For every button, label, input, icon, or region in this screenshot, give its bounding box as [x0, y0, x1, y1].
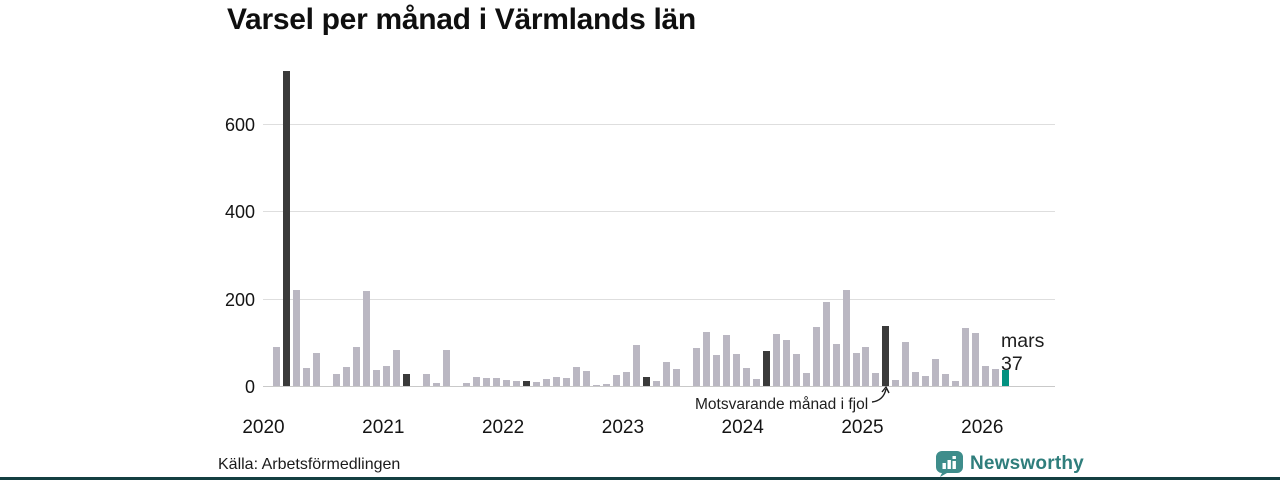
bar-2023-06 — [672, 368, 680, 386]
bar-2025-03 — [882, 325, 890, 386]
x-axis-line — [263, 386, 1055, 387]
bar-2021-09 — [463, 382, 471, 386]
bar-2020-09 — [343, 366, 351, 386]
bar-2025-04 — [892, 379, 900, 386]
bar-2021-02 — [393, 350, 401, 386]
bar-2022-10 — [592, 385, 600, 386]
x-tick-2020: 2020 — [242, 417, 285, 438]
bar-2025-06 — [912, 372, 920, 386]
x-tick-2025: 2025 — [841, 417, 884, 438]
plot-area — [263, 70, 1055, 387]
bar-2021-03 — [403, 373, 411, 386]
bar-2021-01 — [383, 365, 391, 386]
bar-2021-11 — [483, 378, 491, 386]
x-tick-2026: 2026 — [961, 417, 1004, 438]
y-tick-400: 400 — [224, 202, 255, 222]
bar-2022-06 — [553, 376, 561, 386]
x-tick-2022: 2022 — [481, 417, 525, 438]
bar-2025-01 — [862, 347, 870, 386]
bar-2022-02 — [513, 380, 521, 386]
bar-2020-10 — [353, 347, 361, 386]
bar-2023-09 — [702, 332, 710, 386]
bar-2024-04 — [772, 334, 780, 386]
bar-2024-05 — [782, 340, 790, 386]
bar-2022-12 — [612, 375, 620, 386]
bar-2025-09 — [942, 374, 950, 386]
bar-2023-04 — [652, 380, 660, 386]
x-tick-2024: 2024 — [721, 417, 764, 438]
x-tick-2021: 2021 — [362, 417, 405, 438]
bar-2020-04 — [293, 289, 301, 386]
bar-2024-01 — [742, 367, 750, 386]
latest-value-label: mars 37 — [1001, 330, 1044, 376]
bar-2025-08 — [932, 359, 940, 386]
bar-2020-05 — [303, 367, 311, 386]
bar-2022-07 — [562, 378, 570, 386]
gridline-400 — [263, 211, 1055, 212]
y-tick-600: 600 — [224, 114, 255, 135]
annotation-text: Motsvarande månad i fjol — [695, 396, 869, 413]
bar-2026-03 — [1002, 369, 1010, 386]
latest-month: mars — [1001, 330, 1045, 352]
bar-2022-11 — [602, 384, 610, 386]
bar-2021-07 — [443, 350, 451, 386]
bar-2020-11 — [363, 291, 371, 386]
latest-value: 37 — [1001, 353, 1023, 375]
bar-2024-07 — [802, 372, 810, 386]
bar-2022-05 — [543, 379, 551, 386]
y-tick-200: 200 — [224, 289, 255, 310]
bar-2026-02 — [992, 368, 1000, 386]
annotation-arrow-icon — [871, 385, 890, 403]
bar-2024-06 — [792, 354, 800, 386]
bar-2023-10 — [712, 355, 720, 386]
bar-2025-10 — [952, 380, 960, 386]
bar-2022-08 — [572, 366, 580, 386]
source-note: Källa: Arbetsförmedlingen — [218, 456, 401, 473]
y-tick-0: 0 — [244, 377, 255, 397]
bar-2022-09 — [582, 370, 590, 386]
bar-2020-06 — [313, 353, 321, 386]
newsworthy-logo: Newsworthy — [936, 451, 1084, 477]
bar-2022-03 — [523, 380, 531, 386]
bar-2020-03 — [283, 71, 291, 386]
x-tick-2023: 2023 — [601, 417, 645, 438]
bar-2020-02 — [273, 346, 281, 386]
bar-2023-03 — [642, 377, 650, 386]
bar-2021-12 — [493, 378, 501, 386]
bar-2024-09 — [822, 302, 830, 386]
chart-title: Varsel per månad i Värmlands län — [227, 3, 696, 36]
bar-2024-12 — [852, 352, 860, 386]
bar-2023-11 — [722, 335, 730, 386]
bar-2024-02 — [752, 379, 760, 386]
bar-2020-08 — [333, 374, 341, 386]
bar-2020-12 — [373, 369, 381, 386]
bar-2024-03 — [762, 351, 770, 386]
bar-2023-01 — [622, 371, 630, 386]
newsworthy-wordmark: Newsworthy — [970, 453, 1084, 474]
bar-2023-08 — [692, 347, 700, 386]
bar-2023-02 — [632, 345, 640, 386]
gridline-200 — [263, 298, 1055, 300]
bar-2025-11 — [962, 327, 970, 386]
bar-2025-05 — [902, 342, 910, 386]
newsworthy-badge-icon — [936, 451, 963, 477]
bar-2024-10 — [832, 344, 840, 386]
footer-brand-strip — [0, 477, 1280, 480]
bar-2026-01 — [982, 365, 990, 386]
bar-2022-01 — [503, 379, 511, 386]
bar-2021-05 — [423, 373, 431, 386]
bar-2025-02 — [872, 372, 880, 386]
bar-2022-04 — [533, 381, 541, 386]
bar-2021-10 — [473, 377, 481, 386]
bar-2025-07 — [922, 375, 930, 386]
bar-2025-12 — [972, 332, 980, 386]
bar-2023-12 — [732, 354, 740, 386]
gridline-600 — [263, 123, 1055, 125]
bar-2024-08 — [812, 326, 820, 386]
bar-2024-11 — [842, 289, 850, 386]
bar-2023-05 — [662, 361, 670, 386]
bar-2021-06 — [433, 382, 441, 386]
